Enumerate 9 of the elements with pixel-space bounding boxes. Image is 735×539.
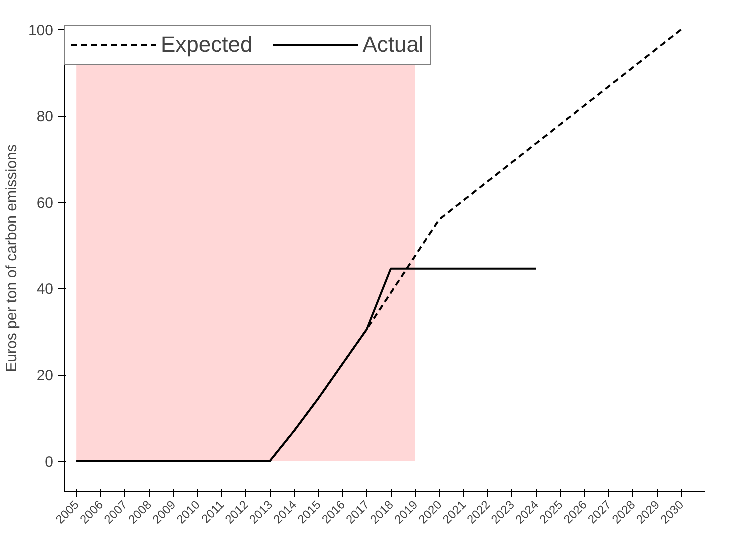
y-tick-label: 80 <box>36 108 54 126</box>
y-tick-label: 20 <box>36 368 54 384</box>
y-tick-label: 60 <box>36 194 54 212</box>
y-tick-label: 100 <box>28 22 54 40</box>
y-axis-title: Euros per ton of carbon emissions <box>3 144 20 372</box>
legend-label: Expected <box>161 32 253 58</box>
legend-label: Actual <box>362 32 424 58</box>
y-tick-label: 0 <box>45 454 54 471</box>
y-tick-label: 40 <box>36 281 54 298</box>
